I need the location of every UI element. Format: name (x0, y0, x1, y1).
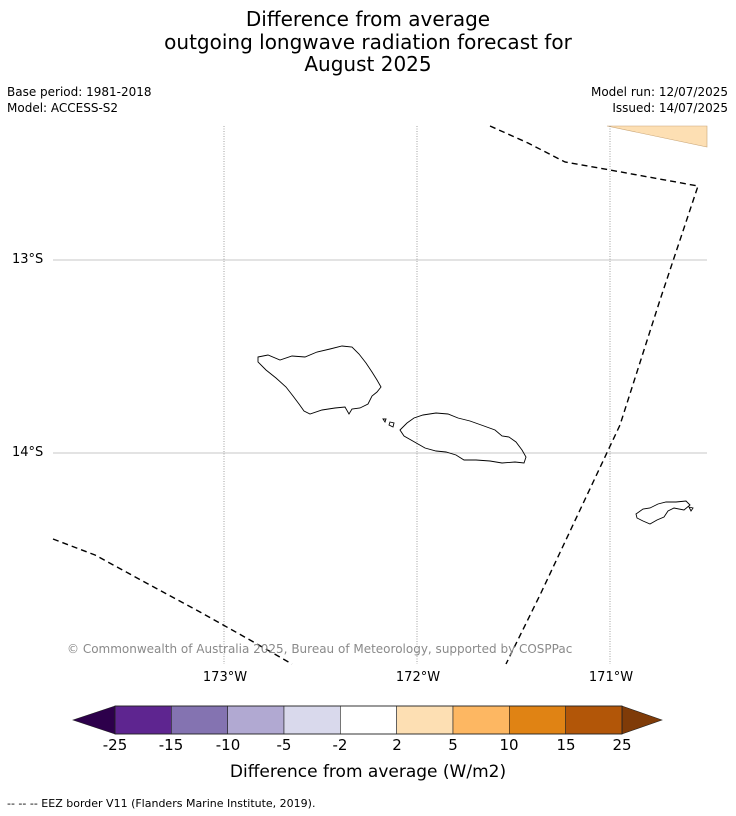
island-tutuila (635, 500, 691, 525)
colorbar-bin-5 (396, 705, 454, 735)
colorbar-bin-6 (452, 705, 510, 735)
lat-label-13s: 13°S (12, 252, 44, 267)
issued-date: Issued: 14/07/2025 (612, 101, 728, 115)
colorbar-tick-minus15: -15 (158, 736, 184, 754)
base-period: Base period: 1981-2018 (7, 85, 152, 99)
lon-label-173w: 173°W (202, 670, 248, 685)
colorbar-tick-15: 15 (556, 736, 576, 754)
island-upolu (399, 412, 527, 464)
colorbar-tick-5: 5 (448, 736, 458, 754)
colorbar-tick-minus25: -25 (102, 736, 128, 754)
colorbar-tick-minus10: -10 (215, 736, 241, 754)
colorbar-bin-4 (340, 705, 397, 735)
island-apolima (382, 418, 387, 424)
model-name: Model: ACCESS-S2 (7, 101, 119, 115)
colorbar-bins (114, 705, 623, 735)
colorbar-tick-10: 10 (499, 736, 519, 754)
map-title: Difference from average outgoing longwav… (0, 8, 736, 76)
metadata-right: Model run: 12/07/2025 Issued: 14/07/2025 (591, 84, 728, 116)
title-line-1: Difference from average (245, 7, 491, 31)
lon-label-171w: 171°W (588, 670, 634, 685)
eez-border-north-east (489, 125, 699, 665)
colorbar-bin-2 (227, 705, 285, 735)
colorbar-bin-0 (114, 705, 172, 735)
island-savaii (257, 345, 382, 415)
colorbar-bin-7 (509, 705, 566, 735)
island-manono (388, 421, 395, 428)
colorbar-tick-minus2: -2 (332, 736, 348, 754)
colorbar-bin-1 (171, 705, 228, 735)
eez-legend-note: -- -- -- EEZ border V11 (Flanders Marine… (7, 797, 316, 810)
metadata-left: Base period: 1981-2018 Model: ACCESS-S2 (7, 84, 152, 116)
colorbar-underflow-triangle (72, 705, 116, 735)
colorbar-tick-minus5: -5 (276, 736, 292, 754)
shaded-region-2-to-5 (606, 125, 708, 148)
colorbar-label: Difference from average (W/m2) (229, 762, 507, 782)
title-line-2: outgoing longwave radiation forecast for (164, 29, 572, 54)
colorbar-bin-3 (283, 705, 341, 735)
lat-label-14s: 14°S (12, 445, 44, 460)
colorbar-tick-25: 25 (612, 736, 632, 754)
colorbar-tick-2: 2 (392, 736, 402, 754)
lon-label-172w: 172°W (395, 670, 441, 685)
colorbar-bin-8 (565, 705, 623, 735)
island-aunuu (688, 506, 694, 512)
model-run: Model run: 12/07/2025 (590, 85, 728, 99)
copyright-notice: © Commonwealth of Australia 2025, Bureau… (67, 642, 573, 656)
colorbar-frame (114, 705, 623, 735)
colorbar-overflow-triangle (621, 705, 663, 735)
title-line-3: August 2025 (304, 52, 432, 76)
